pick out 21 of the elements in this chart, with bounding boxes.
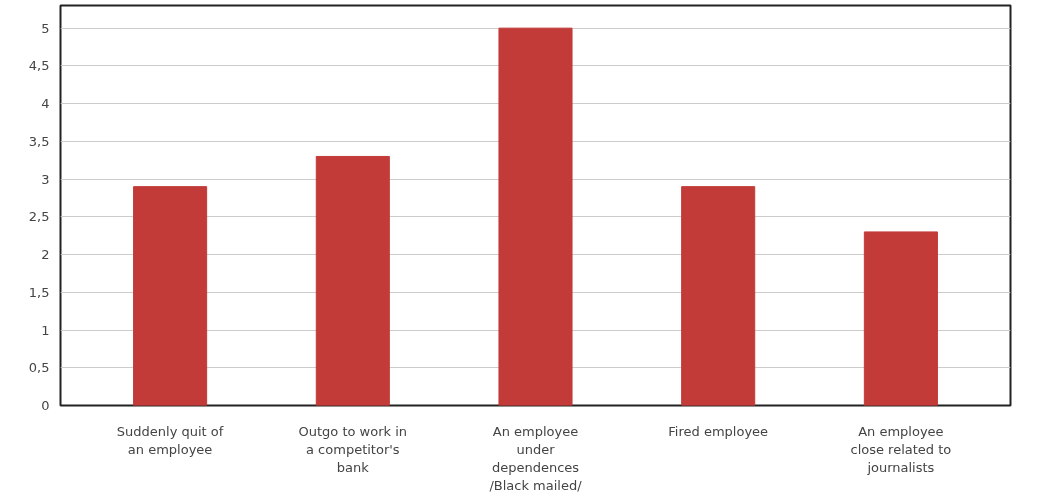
y-tick-label: 2,5: [28, 209, 50, 225]
bar: [681, 186, 756, 406]
y-tick-label: 3: [41, 171, 50, 187]
bar: [315, 155, 390, 406]
y-tick-label: 3,5: [28, 133, 50, 149]
bar: [498, 27, 573, 406]
y-tick-label: 4: [41, 96, 50, 112]
x-tick-label: Fired employee: [668, 423, 769, 439]
y-tick-label: 5: [41, 20, 50, 36]
x-tick-label: Suddenly quit of an employee: [116, 423, 224, 457]
bar: [863, 231, 938, 406]
y-tick-label: 4,5: [28, 58, 50, 74]
x-tick-label: An employee under dependences /Black mailed/: [489, 423, 583, 493]
y-tick-label: 0: [41, 398, 50, 413]
bar: [133, 186, 208, 406]
y-tick-label: 1,5: [28, 284, 50, 300]
x-tick-label: An employee close related to journalists: [850, 423, 952, 475]
y-tick-label: 2: [41, 247, 50, 263]
x-tick-label: Outgo to work in a competitor's bank: [298, 423, 408, 475]
y-tick-label: 0,5: [28, 360, 50, 376]
y-tick-label: 1: [41, 322, 50, 338]
